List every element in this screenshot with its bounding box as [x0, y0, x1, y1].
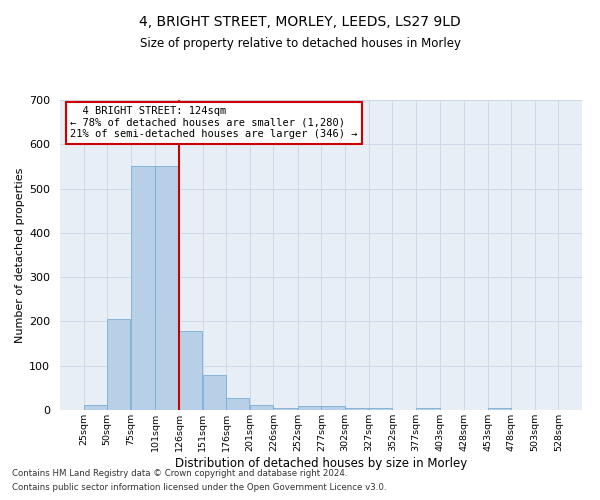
- Bar: [488, 408, 511, 410]
- Bar: [155, 166, 178, 410]
- Bar: [203, 376, 226, 410]
- X-axis label: Distribution of detached houses by size in Morley: Distribution of detached houses by size …: [175, 456, 467, 469]
- Text: Contains HM Land Registry data © Crown copyright and database right 2024.: Contains HM Land Registry data © Crown c…: [12, 468, 347, 477]
- Text: 4, BRIGHT STREET, MORLEY, LEEDS, LS27 9LD: 4, BRIGHT STREET, MORLEY, LEEDS, LS27 9L…: [139, 15, 461, 29]
- Bar: [298, 406, 321, 410]
- Bar: [83, 404, 107, 410]
- Bar: [131, 166, 155, 410]
- Bar: [345, 408, 368, 410]
- Bar: [250, 404, 273, 410]
- Y-axis label: Number of detached properties: Number of detached properties: [15, 168, 25, 342]
- Bar: [107, 319, 130, 410]
- Bar: [416, 408, 440, 410]
- Text: Size of property relative to detached houses in Morley: Size of property relative to detached ho…: [139, 38, 461, 51]
- Bar: [368, 408, 392, 410]
- Text: 4 BRIGHT STREET: 124sqm  
← 78% of detached houses are smaller (1,280)
21% of se: 4 BRIGHT STREET: 124sqm ← 78% of detache…: [70, 106, 358, 140]
- Bar: [274, 408, 298, 410]
- Bar: [322, 406, 344, 410]
- Bar: [179, 331, 202, 410]
- Text: Contains public sector information licensed under the Open Government Licence v3: Contains public sector information licen…: [12, 484, 386, 492]
- Bar: [226, 398, 249, 410]
